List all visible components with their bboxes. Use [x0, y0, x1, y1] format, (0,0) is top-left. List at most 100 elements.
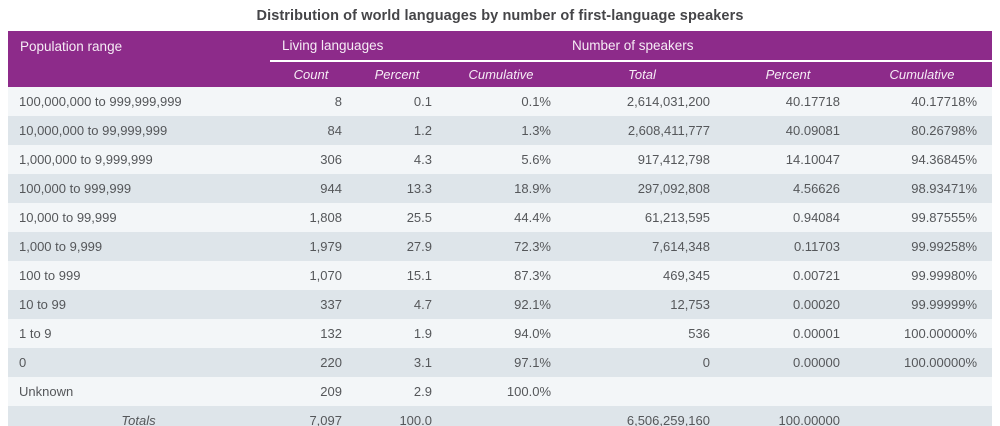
group-header-number-of-speakers: Number of speakers [560, 31, 993, 62]
cell-count: 944 [320, 181, 342, 196]
cell-count: 132 [320, 326, 342, 341]
cell-population-range: 100,000,000 to 999,999,999 [19, 94, 182, 109]
cell-speakers-cumulative: 99.87555% [911, 210, 978, 225]
cell-speakers-percent: 0.94084 [793, 210, 840, 225]
cell-speakers-cumulative [852, 406, 992, 426]
cell-languages-percent: 1.2 [413, 123, 432, 138]
table-row: 100,000 to 999,999 944 13.3 18.9% 297,092,80… [8, 174, 993, 203]
cell-speakers-cumulative: 80.26798% [911, 123, 978, 138]
column-header-speakers-percent: Percent [724, 61, 852, 87]
cell-total: 917,412,798 [637, 152, 710, 167]
cell-population-range: 1,000 to 9,999 [19, 239, 103, 254]
cell-count: 306 [320, 152, 342, 167]
cell-speakers-cumulative: 99.99980% [911, 268, 978, 283]
cell-speakers-cumulative: 99.99999% [911, 297, 978, 312]
cell-languages-cumulative: 18.9% [514, 181, 551, 196]
cell-count: 1,808 [309, 210, 342, 225]
cell-population-range: Unknown [19, 384, 74, 399]
table-row: 100,000,000 to 999,999,999 8 0.1 0.1% 2,614,… [8, 87, 993, 116]
cell-languages-cumulative: 97.1% [514, 355, 551, 370]
cell-population-range: Totals [121, 413, 156, 426]
cell-languages-percent: 15.1 [406, 268, 432, 283]
cell-speakers-cumulative: 100.00000% [904, 355, 978, 370]
cell-count: 8 [334, 94, 342, 109]
cell-languages-cumulative [442, 406, 560, 426]
cell-speakers-cumulative: 94.36845% [911, 152, 978, 167]
cell-count: 337 [320, 297, 342, 312]
cell-population-range: 1 to 9 [19, 326, 52, 341]
table-row: 1,000,000 to 9,999,999 306 4.3 5.6% 917,412,… [8, 145, 993, 174]
cell-speakers-percent: 100.00000 [778, 413, 840, 426]
cell-total: 12,753 [670, 297, 710, 312]
cell-speakers-percent [724, 377, 852, 406]
column-header-speakers-cumulative: Cumulative [852, 61, 993, 87]
cell-speakers-cumulative: 98.93471% [911, 181, 978, 196]
table-row: Unknown 209 2.9 100.0% [8, 377, 993, 406]
cell-languages-cumulative: 92.1% [514, 297, 551, 312]
cell-speakers-cumulative: 100.00000% [904, 326, 978, 341]
table-row: 10,000,000 to 99,999,999 84 1.2 1.3% 2,608,4… [8, 116, 993, 145]
cell-total: 469,345 [663, 268, 710, 283]
cell-population-range: 1,000,000 to 9,999,999 [19, 152, 153, 167]
languages-table: Population range Living languages Number… [8, 31, 993, 426]
table-header: Population range Living languages Number… [8, 31, 993, 87]
cell-languages-percent: 2.9 [413, 384, 432, 399]
cell-speakers-cumulative: 40.17718% [911, 94, 978, 109]
cell-languages-cumulative: 72.3% [514, 239, 551, 254]
cell-total: 297,092,808 [637, 181, 710, 196]
cell-population-range: 10,000,000 to 99,999,999 [19, 123, 168, 138]
column-header-languages-cumulative: Cumulative [442, 61, 560, 87]
table-row: 1 to 9 132 1.9 94.0% 536 0.00001 100.00000% [8, 319, 993, 348]
table-row: 0 220 3.1 97.1% 0 0.00000 100.00000% [8, 348, 993, 377]
cell-speakers-percent: 40.17718 [785, 94, 840, 109]
cell-languages-percent: 0.1 [413, 94, 432, 109]
group-header-row: Population range Living languages Number… [8, 31, 993, 62]
sub-header-spacer [8, 61, 270, 87]
cell-total [560, 377, 724, 406]
cell-count: 1,070 [309, 268, 342, 283]
cell-languages-percent: 25.5 [406, 210, 432, 225]
cell-languages-cumulative: 44.4% [514, 210, 551, 225]
column-header-languages-percent: Percent [352, 61, 442, 87]
column-header-total: Total [560, 61, 724, 87]
cell-languages-percent: 13.3 [406, 181, 432, 196]
cell-total: 7,614,348 [652, 239, 710, 254]
cell-speakers-percent: 0.00721 [793, 268, 840, 283]
cell-speakers-cumulative [852, 377, 992, 406]
cell-total: 536 [688, 326, 710, 341]
page-title: Distribution of world languages by numbe… [256, 8, 744, 24]
table-row: 10 to 99 337 4.7 92.1% 12,753 0.00020 99.99999… [8, 290, 993, 319]
cell-languages-percent: 4.3 [413, 152, 432, 167]
cell-count: 84 [327, 123, 342, 138]
cell-languages-percent: 27.9 [406, 239, 432, 254]
cell-speakers-cumulative: 99.99258% [911, 239, 978, 254]
table-row: 1,000 to 9,999 1,979 27.9 72.3% 7,614,348 0.1… [8, 232, 993, 261]
table-row: 10,000 to 99,999 1,808 25.5 44.4% 61,213,595… [8, 203, 993, 232]
cell-population-range: 10 to 99 [19, 297, 66, 312]
column-header-count: Count [270, 61, 352, 87]
cell-speakers-percent: 0.00000 [793, 355, 840, 370]
cell-speakers-percent: 14.10047 [785, 152, 840, 167]
cell-languages-percent: 100.0 [399, 413, 432, 426]
table-body: 100,000,000 to 999,999,999 8 0.1 0.1% 2,614,… [8, 87, 993, 426]
cell-languages-cumulative: 94.0% [514, 326, 551, 341]
cell-population-range: 10,000 to 99,999 [19, 210, 117, 225]
cell-count: 209 [320, 384, 342, 399]
cell-population-range: 100,000 to 999,999 [19, 181, 132, 196]
totals-row: Totals 7,097 100.0 6,506,259,160 100.00000 [8, 406, 993, 426]
cell-population-range: 100 to 999 [19, 268, 81, 283]
cell-languages-cumulative: 5.6% [521, 152, 551, 167]
cell-total: 2,608,411,777 [627, 123, 710, 138]
cell-languages-cumulative: 100.0% [506, 384, 551, 399]
cell-total: 0 [702, 355, 710, 370]
cell-languages-cumulative: 87.3% [514, 268, 551, 283]
cell-count: 7,097 [309, 413, 342, 426]
cell-population-range: 0 [19, 355, 27, 370]
cell-speakers-percent: 0.00001 [793, 326, 840, 341]
cell-languages-percent: 4.7 [413, 297, 432, 312]
cell-total: 6,506,259,160 [626, 413, 710, 426]
cell-languages-cumulative: 1.3% [521, 123, 551, 138]
cell-languages-percent: 1.9 [413, 326, 432, 341]
cell-speakers-percent: 0.11703 [793, 239, 840, 254]
